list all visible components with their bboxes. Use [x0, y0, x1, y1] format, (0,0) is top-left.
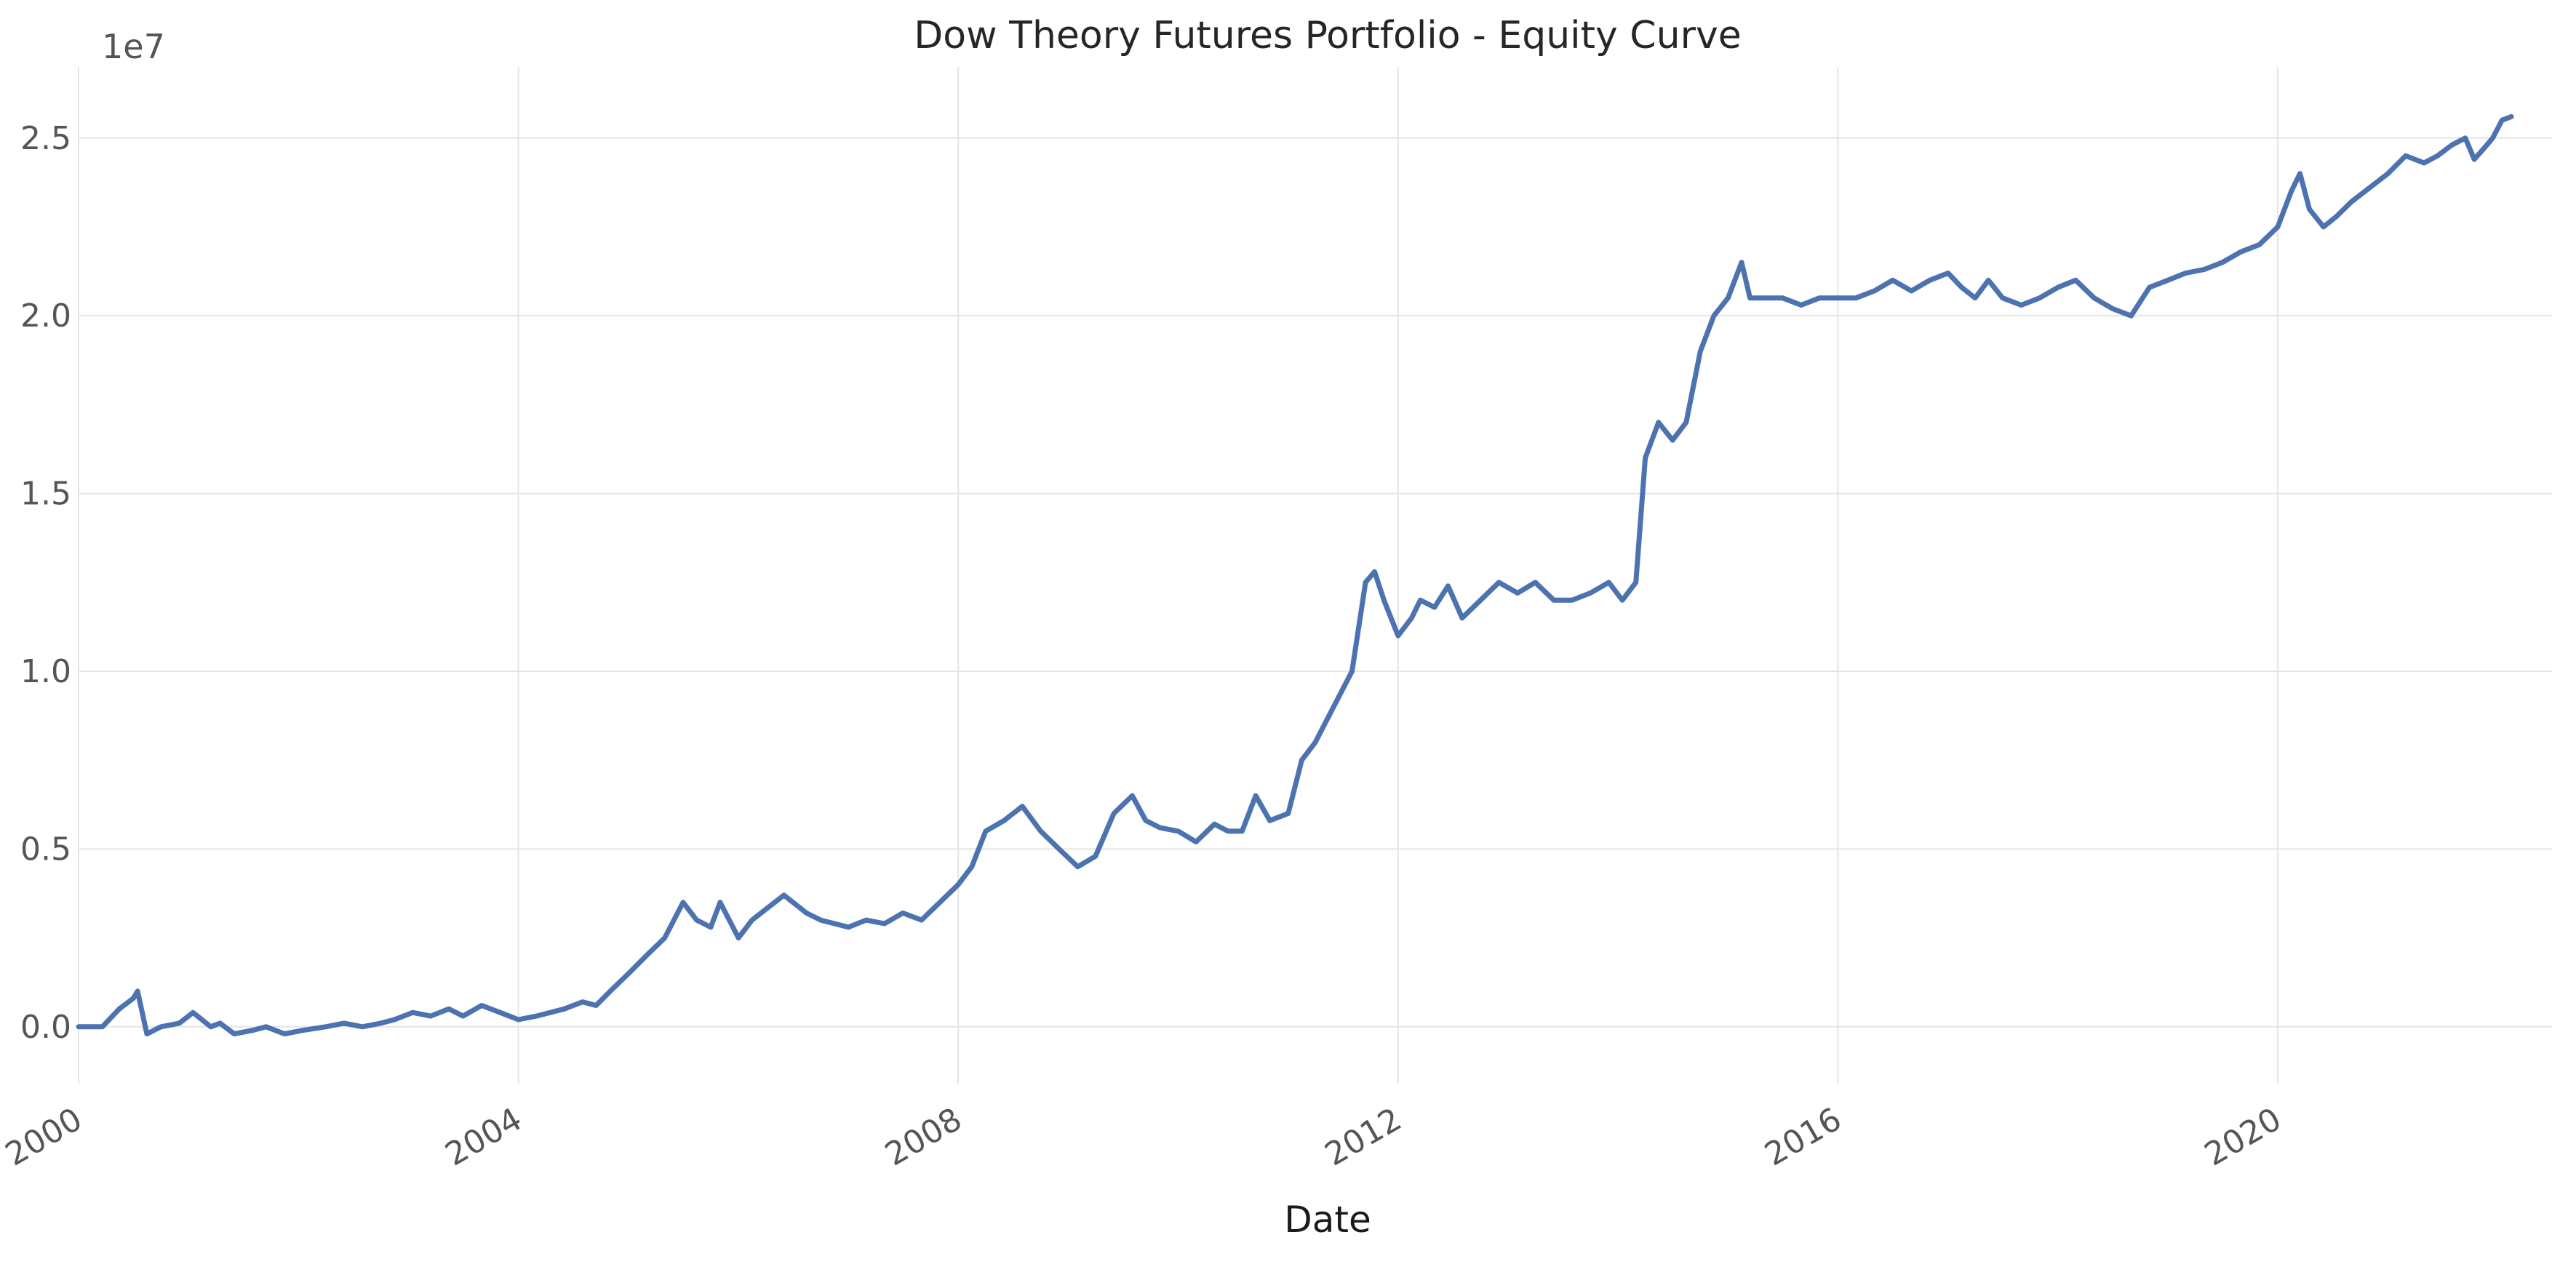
y-tick-label: 0.5 [20, 831, 71, 868]
equity-series-line [76, 113, 2514, 1037]
y-tick-label: 0.0 [20, 1009, 71, 1046]
grid-lines [78, 67, 2552, 1084]
y-tick-label: 2.5 [20, 120, 71, 157]
y-tick-labels: 0.0 0.5 1.0 1.5 2.0 2.5 [20, 120, 71, 1046]
y-tick-label: 2.0 [20, 297, 71, 335]
y-tick-label: 1.0 [20, 653, 71, 690]
y-axis-offset-label: 1e7 [102, 27, 165, 66]
y-tick-label: 1.5 [20, 476, 71, 513]
series-group [76, 113, 2514, 1037]
chart-title: Dow Theory Futures Portfolio - Equity Cu… [914, 14, 1741, 57]
x-axis-label: Date [1284, 1199, 1371, 1241]
